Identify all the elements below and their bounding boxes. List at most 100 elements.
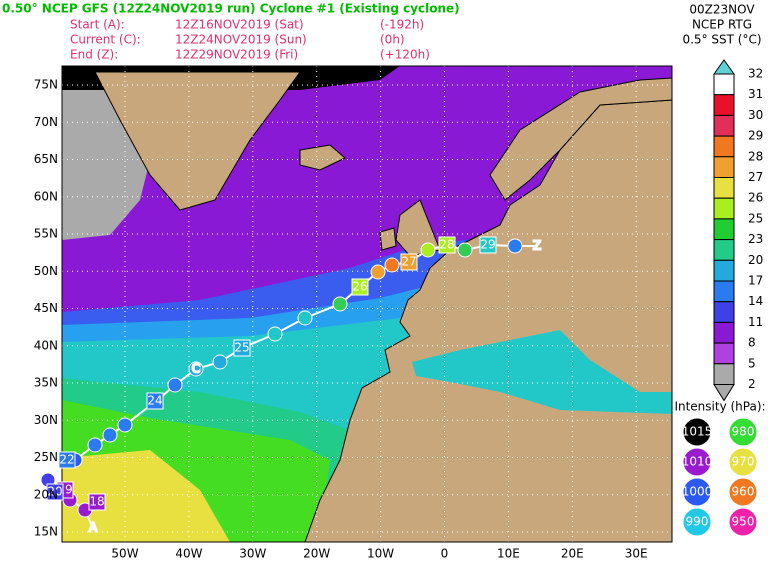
legend-dot <box>682 507 712 537</box>
colorbar-label: 20 <box>748 253 763 267</box>
header-cell: 12Z16NOV2019 (Sat) <box>175 18 304 32</box>
legend-label: 980 <box>732 425 755 439</box>
track-day-box <box>351 278 369 296</box>
track-day: 18 <box>89 495 104 509</box>
colorbar-box <box>713 301 735 323</box>
track-day-box <box>146 392 164 410</box>
header-cell: (+120h) <box>380 48 430 62</box>
track-point <box>167 377 183 393</box>
lat-label: 70N <box>34 115 58 129</box>
lat-label: 75N <box>34 78 58 92</box>
track-point <box>420 242 436 258</box>
product-line: NCEP RTG <box>692 18 752 32</box>
map-frame <box>61 65 673 543</box>
legend-label: 950 <box>732 515 755 529</box>
track-point <box>87 437 103 453</box>
lat-label: 60N <box>34 189 58 203</box>
track-day: 24 <box>147 394 162 408</box>
legend-dot <box>728 417 758 447</box>
lon-label: 0 <box>441 547 449 561</box>
colorbar-label: 29 <box>748 129 763 143</box>
track-day: 29 <box>480 238 495 252</box>
colorbar-label: 31 <box>748 87 763 101</box>
colorbar-tip <box>713 384 735 402</box>
colorbar-label: 32 <box>748 67 763 81</box>
legend-label: 960 <box>732 485 755 499</box>
header-cell: 12Z29NOV2019 (Fri) <box>175 48 298 62</box>
graticule <box>62 66 672 542</box>
lon-label: 20W <box>303 547 330 561</box>
track-point <box>212 354 228 370</box>
track-point <box>117 417 133 433</box>
colorbar-label: 23 <box>748 232 763 246</box>
legend-dot <box>728 447 758 477</box>
colorbar-label: 14 <box>748 294 763 308</box>
track-marker: A <box>89 521 98 535</box>
colorbar-label: 30 <box>748 108 763 122</box>
track-marker: Z <box>533 239 541 253</box>
legend-label: 990 <box>686 515 709 529</box>
header-cell: Start (A): <box>70 18 125 32</box>
track-day-box <box>233 339 251 357</box>
colorbar-tip <box>713 59 735 75</box>
track-day-box <box>400 253 418 271</box>
lat-label: 45N <box>34 301 58 315</box>
track-point <box>297 310 313 326</box>
product-line: 0.5° SST (°C) <box>682 33 761 47</box>
title: 0.50° NCEP GFS (12Z24NOV2019 run) Cyclon… <box>2 2 460 16</box>
colorbar-label: 11 <box>748 315 763 329</box>
track-day: 26 <box>352 280 367 294</box>
track-point <box>188 361 204 377</box>
colorbar-box <box>713 177 735 199</box>
track-point <box>267 326 283 342</box>
track-day: 20 <box>47 485 62 499</box>
colorbar-box <box>713 156 735 179</box>
track-day-box <box>58 451 76 469</box>
header-cell: (0h) <box>380 33 405 47</box>
lon-label: 50W <box>111 547 138 561</box>
lat-label: 25N <box>34 450 58 464</box>
header-cell: (-192h) <box>380 18 424 32</box>
legend-label: 970 <box>732 455 755 469</box>
legend-dot <box>682 477 712 507</box>
track-day: 27 <box>401 255 416 269</box>
colorbar-box <box>713 280 735 303</box>
colorbar-label: 8 <box>748 336 756 350</box>
lat-label: 15N <box>34 525 58 539</box>
lat-label: 35N <box>34 376 58 390</box>
track-day-box <box>88 493 106 511</box>
colorbar-label: 2 <box>748 377 756 391</box>
track-day: 22 <box>59 453 74 467</box>
legend-dot <box>728 507 758 537</box>
lat-label: 30N <box>34 413 58 427</box>
lon-label: 10E <box>497 547 520 561</box>
lon-label: 20E <box>561 547 584 561</box>
lat-label: 65N <box>34 152 58 166</box>
track-day: 25 <box>234 341 249 355</box>
header-cell: 12Z24NOV2019 (Sun) <box>175 33 307 47</box>
track-day: 28 <box>439 238 454 252</box>
legend-label: 1000 <box>682 485 713 499</box>
lon-label: 30W <box>239 547 266 561</box>
colorbar-label: 28 <box>748 149 763 163</box>
legend-label: 1010 <box>682 455 713 469</box>
track-point <box>102 427 118 443</box>
legend-dot <box>728 477 758 507</box>
colorbar-label: 26 <box>748 191 763 205</box>
colorbar-box <box>713 321 735 344</box>
header-cell: End (Z): <box>70 48 118 62</box>
legend-label: 1015 <box>682 425 713 439</box>
track-point <box>457 242 473 258</box>
legend-dot <box>682 417 712 447</box>
lon-label: 40W <box>175 547 202 561</box>
track-day-box <box>46 483 64 501</box>
colorbar-box <box>713 259 735 282</box>
colorbar-box <box>713 342 735 365</box>
lat-label: 50N <box>34 264 58 278</box>
lon-label: 10W <box>367 547 394 561</box>
track-day-box <box>479 236 497 254</box>
colorbar-box <box>713 73 735 96</box>
